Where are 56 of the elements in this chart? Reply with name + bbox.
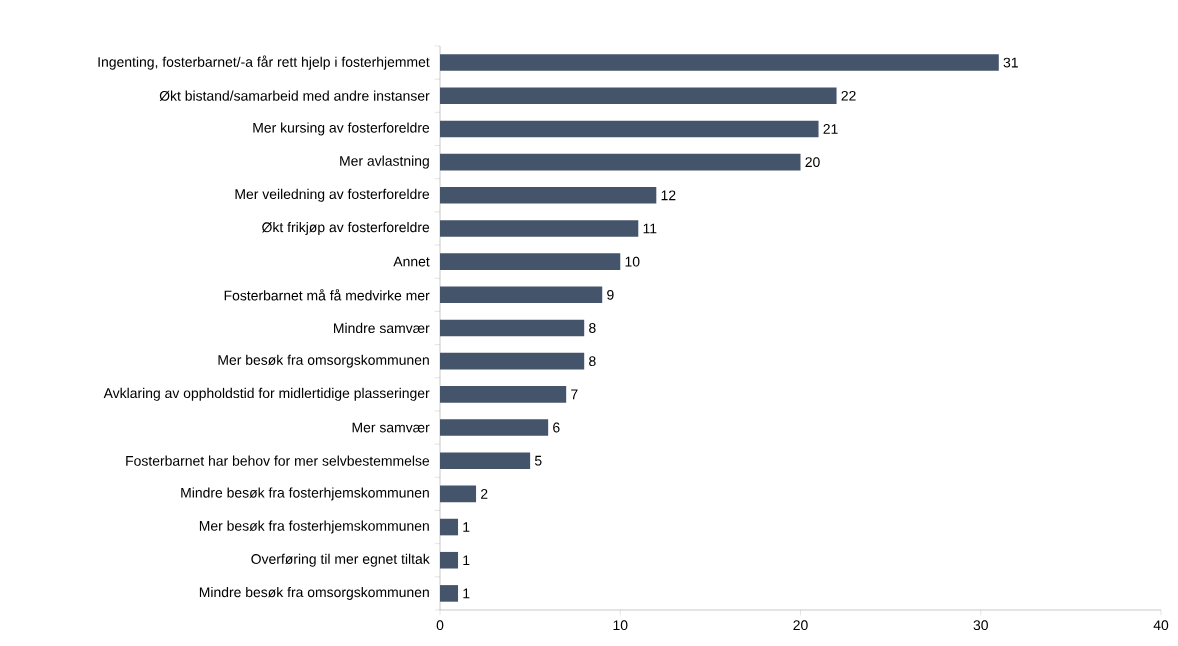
- bar: [440, 253, 621, 270]
- data-label: 20: [805, 157, 820, 168]
- y-tick-label: Fosterbarnet har behov for mer selvbestemmelse: [126, 455, 430, 466]
- bar: [440, 319, 585, 337]
- data-label: 10: [625, 256, 640, 267]
- data-label: 8: [589, 323, 596, 333]
- y-tick-label: Økt frikjøp av fosterforeldre: [262, 221, 430, 235]
- data-label: 7: [571, 389, 578, 400]
- data-label: 6: [553, 422, 560, 433]
- bar: [440, 120, 819, 138]
- x-tick-label: 20: [793, 620, 808, 631]
- y-tick-label: Mer besøk fra fosterhjemskommunen: [199, 520, 429, 534]
- y-tick-label: Mer besøk fra omsorgskommunen: [218, 354, 429, 368]
- bar: [440, 286, 603, 304]
- y-tick-label: Mer veiledning av fosterforeldre: [235, 188, 430, 202]
- y-tick-label: Overføring til mer egnet tiltak: [251, 553, 430, 567]
- y-tick-label: Økt bistand/samarbeid med andre instanser: [159, 90, 430, 101]
- bar: [440, 452, 531, 469]
- data-label: 9: [607, 289, 614, 300]
- bar: [440, 386, 567, 403]
- y-tick-label: Ingenting, fosterbarnet/-a får rett hjelp i fosterhjemmet: [98, 55, 430, 70]
- y-tick-label: Avklaring av oppholdstid for midlertidige plasseringer: [103, 387, 430, 401]
- data-label: 8: [589, 356, 596, 367]
- x-tick-label: 10: [613, 620, 628, 631]
- y-tick-label: Mindre besøk fra fosterhjemskommunen: [181, 487, 429, 501]
- data-label: 5: [534, 455, 542, 466]
- x-tick-label: 40: [1153, 620, 1169, 631]
- bar: [440, 485, 477, 503]
- y-tick-label: Mer avlastning: [340, 155, 429, 169]
- y-tick-label: Fosterbarnet må få medvirke mer: [224, 289, 430, 301]
- y-tick-label: Mindre samvær: [334, 322, 430, 334]
- bar: [440, 419, 549, 436]
- data-label: 11: [643, 223, 657, 234]
- data-label: 1: [463, 588, 470, 599]
- data-label: 1: [463, 522, 470, 532]
- y-tick-label: Mer samvær: [352, 422, 430, 433]
- bar: [440, 87, 837, 105]
- x-tick-label: 30: [973, 620, 988, 631]
- bar: [440, 352, 585, 370]
- bar: [440, 551, 459, 569]
- bar: [440, 54, 999, 71]
- data-label: 12: [661, 190, 676, 201]
- bar: [440, 220, 639, 237]
- bar: [440, 518, 459, 536]
- data-label: 2: [481, 489, 488, 499]
- data-label: 31: [1003, 57, 1018, 68]
- bar: [440, 153, 801, 171]
- y-tick-label: Mer kursing av fosterforeldre: [253, 122, 430, 136]
- y-tick-label: Mindre besøk fra omsorgskommunen: [199, 586, 429, 600]
- data-label: 22: [841, 90, 856, 101]
- data-label: 21: [823, 124, 838, 134]
- bar: [440, 585, 459, 602]
- bar: [440, 186, 657, 204]
- y-tick-label: Annet: [393, 256, 430, 267]
- x-tick-label: 0: [436, 620, 444, 631]
- data-label: 1: [463, 555, 470, 566]
